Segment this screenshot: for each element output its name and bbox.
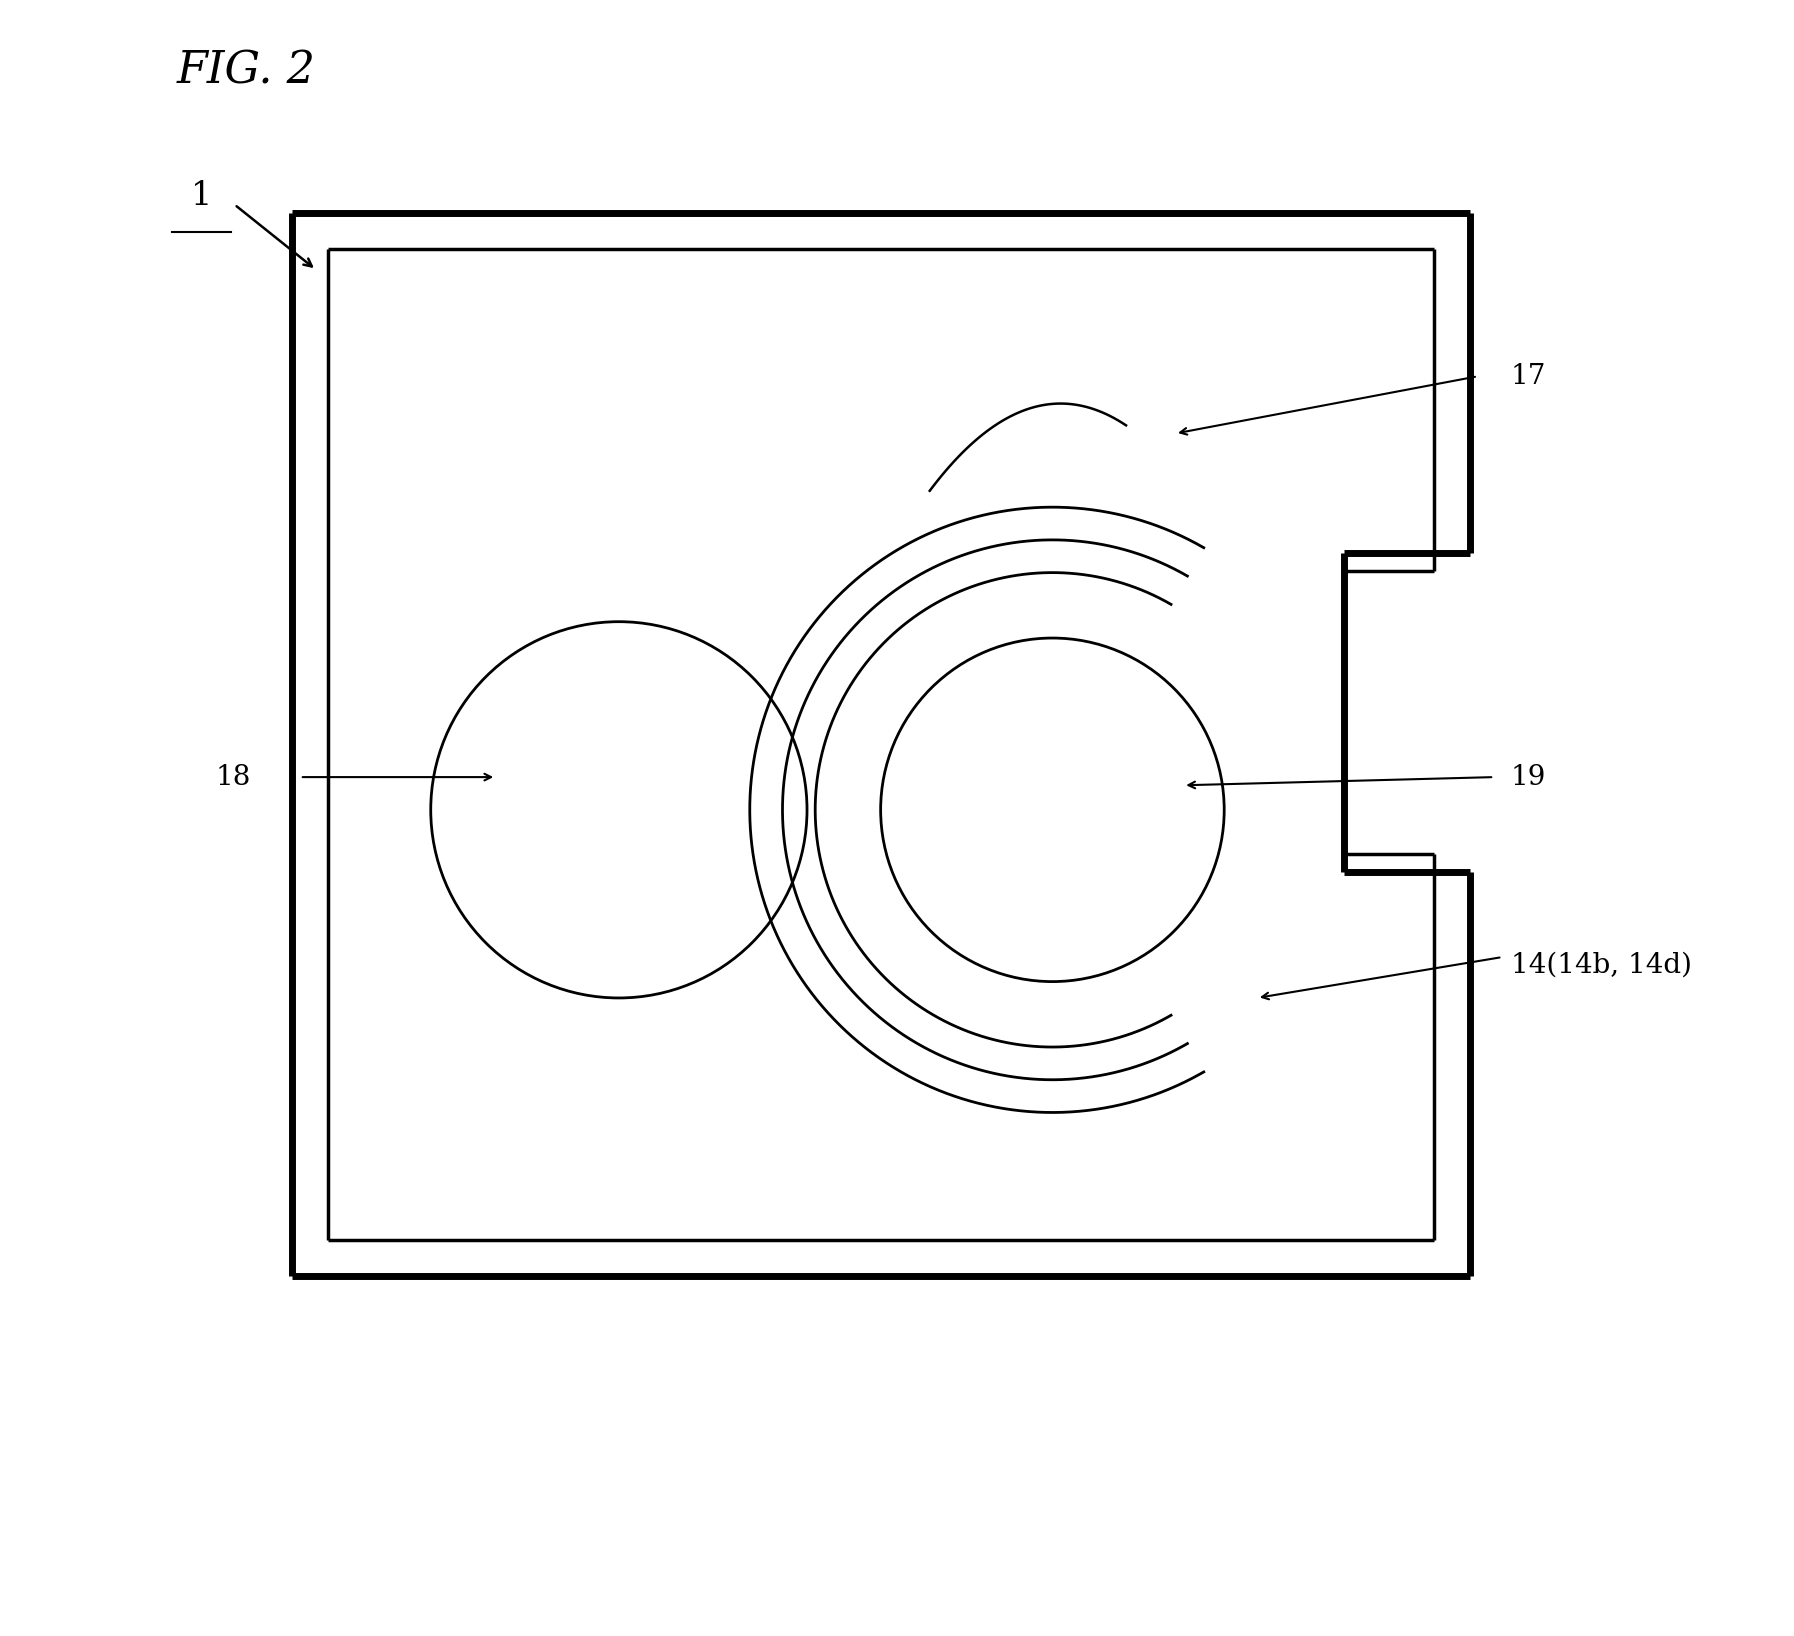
- Text: 18: 18: [215, 764, 251, 790]
- Text: 17: 17: [1511, 363, 1546, 389]
- Text: 1: 1: [192, 180, 212, 213]
- Text: FIG. 2: FIG. 2: [178, 49, 316, 92]
- Text: 14(14b, 14d): 14(14b, 14d): [1511, 952, 1692, 978]
- Text: 19: 19: [1511, 764, 1546, 790]
